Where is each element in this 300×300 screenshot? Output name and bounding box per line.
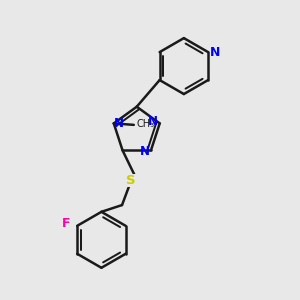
- Text: S: S: [126, 173, 136, 187]
- Text: N: N: [140, 146, 149, 158]
- Text: N: N: [113, 117, 124, 130]
- Text: F: F: [62, 217, 71, 230]
- Text: N: N: [209, 46, 220, 59]
- Text: N: N: [148, 116, 158, 128]
- Text: CH₃: CH₃: [136, 119, 154, 129]
